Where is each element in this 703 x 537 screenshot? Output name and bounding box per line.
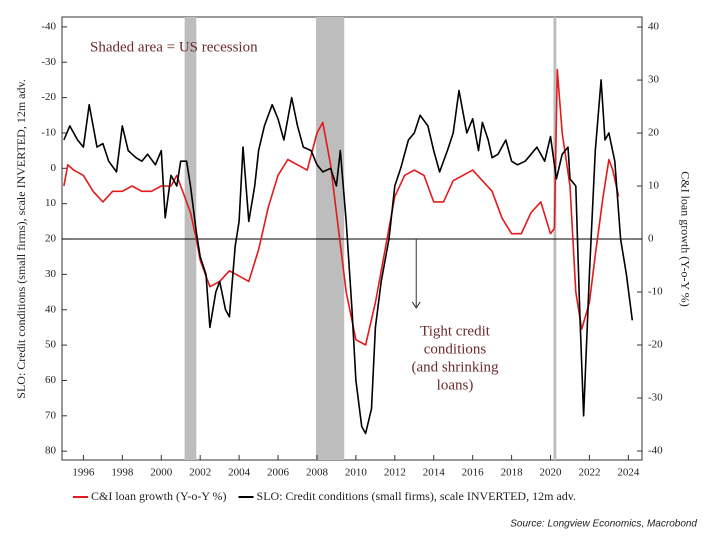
x-tick-label: 2012: [384, 467, 406, 479]
series-line: [63, 68, 620, 346]
recession-band: [184, 17, 197, 460]
x-tick-label: 2016: [462, 467, 485, 479]
x-tick-label: 2006: [267, 467, 290, 479]
x-tick-label: 2000: [150, 467, 173, 479]
legend-label: C&I loan growth (Y-o-Y %): [91, 489, 227, 503]
y2-axis-label: C&I loan growth (Y-o-Y %): [678, 171, 692, 307]
x-tick-label: 2008: [306, 467, 329, 479]
series-line: [63, 79, 634, 435]
lines: [63, 68, 634, 435]
recessions: [184, 17, 557, 460]
annotation-line: (and shrinking: [411, 359, 499, 375]
y-tick-label: 20: [45, 233, 57, 245]
x-tick-label: 2004: [228, 467, 251, 479]
y-tick-label: -10: [41, 126, 56, 138]
x-tick-label: 2020: [540, 467, 563, 479]
y-tick-label: 10: [45, 197, 57, 209]
source: Source: Longview Economics, Macrobond: [510, 519, 697, 530]
y-tick-label: 50: [45, 339, 57, 351]
y2-tick-label: 0: [648, 233, 654, 245]
y2-tick-label: 20: [648, 127, 660, 139]
x-tick-label: 1998: [111, 467, 134, 479]
annotation-line: loans): [437, 377, 474, 393]
y-tick-label: 40: [45, 303, 57, 315]
y2-tick-label: -10: [648, 286, 663, 298]
y2-tick-label: 10: [648, 180, 660, 192]
legend-label: SLO: Credit conditions (small firms), sc…: [257, 489, 576, 503]
recession-band: [553, 17, 557, 460]
annotation: Shaded area = US recession: [90, 39, 258, 55]
y-tick-label: 70: [45, 409, 57, 421]
legend: C&I loan growth (Y-o-Y %) SLO: Credit con…: [73, 489, 576, 503]
x-tick-label: 2014: [423, 467, 446, 479]
x-tick-label: 2022: [578, 467, 600, 479]
x-tick-label: 2024: [617, 467, 640, 479]
y-axis-label: SLO: Credit conditions (small firms), sc…: [14, 79, 28, 398]
y2-tick-label: 30: [648, 74, 660, 86]
y-tick-label: 60: [45, 374, 57, 386]
annotation-line: conditions: [424, 341, 487, 357]
y2-tick-label: -30: [648, 392, 663, 404]
plot-frame: [61, 16, 643, 461]
y2-tick-label: -40: [648, 445, 663, 457]
y-tick-label: 80: [45, 445, 57, 457]
y2-tick-label: 40: [648, 21, 660, 33]
x-tick-label: 2002: [189, 467, 211, 479]
y-tick-label: 30: [45, 268, 57, 280]
y-tick-label: -40: [41, 20, 56, 32]
y2-tick-label: -20: [648, 339, 663, 351]
x-tick-label: 2010: [345, 467, 368, 479]
annotation-block: Tight credit conditions (and shrinking loan…: [411, 239, 499, 393]
annotation-line: Tight credit: [420, 323, 491, 339]
arrow-head: [411, 301, 421, 309]
y-tick-label: 0: [51, 162, 57, 174]
axes: 1996 1998 2000 2002 2004 2006 2008 2010 2012 2014…: [41, 20, 663, 478]
y-tick-label: -20: [41, 91, 56, 103]
x-tick-label: 1996: [72, 467, 95, 479]
x-tick-label: 2018: [501, 467, 524, 479]
y-tick-label: -30: [41, 56, 56, 68]
